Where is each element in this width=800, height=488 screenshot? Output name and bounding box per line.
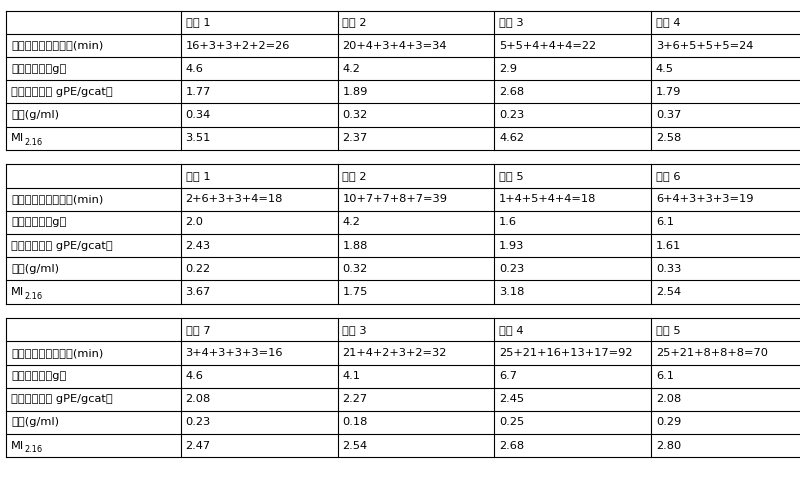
Text: 0.29: 0.29: [656, 418, 682, 427]
Text: 比较 1: 比较 1: [186, 171, 210, 181]
Text: 10+7+7+8+7=39: 10+7+7+8+7=39: [342, 194, 447, 204]
Text: MI: MI: [11, 287, 25, 297]
Text: 20+4+3+4+3=34: 20+4+3+4+3=34: [342, 41, 447, 50]
Text: 2.45: 2.45: [499, 394, 524, 404]
Text: 表观(g/ml): 表观(g/ml): [11, 264, 59, 274]
Text: 1.77: 1.77: [186, 87, 211, 97]
Text: 聚合活性（万 gPE/gcat）: 聚合活性（万 gPE/gcat）: [11, 394, 113, 404]
Text: MI: MI: [11, 441, 25, 450]
Text: 4.6: 4.6: [186, 64, 203, 74]
Text: 2.9: 2.9: [499, 64, 518, 74]
Text: 2.0: 2.0: [186, 218, 204, 227]
Bar: [6, 164, 800, 304]
Text: 聚合活性（万 gPE/gcat）: 聚合活性（万 gPE/gcat）: [11, 87, 113, 97]
Text: 0.32: 0.32: [342, 110, 368, 120]
Text: 0.37: 0.37: [656, 110, 682, 120]
Text: 2.58: 2.58: [656, 133, 682, 143]
Text: 实施 5: 实施 5: [499, 171, 524, 181]
Text: 0.33: 0.33: [656, 264, 682, 274]
Text: 实施 2: 实施 2: [342, 18, 367, 27]
Text: 母液及洗涤过滤时间(min): 母液及洗涤过滤时间(min): [11, 348, 103, 358]
Text: 实施 7: 实施 7: [186, 325, 210, 335]
Text: 聚合活性（万 gPE/gcat）: 聚合活性（万 gPE/gcat）: [11, 241, 113, 250]
Text: 1.61: 1.61: [656, 241, 682, 250]
Text: 2.68: 2.68: [499, 87, 524, 97]
Text: 0.23: 0.23: [499, 264, 525, 274]
Text: 4.62: 4.62: [499, 133, 524, 143]
Text: 4.5: 4.5: [656, 64, 674, 74]
Text: 6.1: 6.1: [656, 371, 674, 381]
Text: 比较 3: 比较 3: [342, 325, 367, 335]
Text: 2.54: 2.54: [656, 287, 681, 297]
Text: 21+4+2+3+2=32: 21+4+2+3+2=32: [342, 348, 446, 358]
Text: 3.18: 3.18: [499, 287, 525, 297]
Text: 2.16: 2.16: [25, 138, 43, 147]
Text: 0.34: 0.34: [186, 110, 211, 120]
Text: 母液及洗涤过滤时间(min): 母液及洗涤过滤时间(min): [11, 41, 103, 50]
Text: 3+6+5+5+5=24: 3+6+5+5+5=24: [656, 41, 754, 50]
Text: 4.2: 4.2: [342, 218, 360, 227]
Text: 2.47: 2.47: [186, 441, 210, 450]
Text: 厅化剂产量（g）: 厅化剂产量（g）: [11, 371, 66, 381]
Text: 2.37: 2.37: [342, 133, 368, 143]
Text: 16+3+3+2+2=26: 16+3+3+2+2=26: [186, 41, 290, 50]
Text: 5+5+4+4+4=22: 5+5+4+4+4=22: [499, 41, 596, 50]
Text: 4.6: 4.6: [186, 371, 203, 381]
Text: 2.80: 2.80: [656, 441, 682, 450]
Text: 实施 1: 实施 1: [186, 18, 210, 27]
Text: 2.16: 2.16: [25, 292, 43, 301]
Text: 2.08: 2.08: [186, 394, 211, 404]
Text: 6.1: 6.1: [656, 218, 674, 227]
Text: 比较 2: 比较 2: [342, 171, 367, 181]
Text: 1+4+5+4+4=18: 1+4+5+4+4=18: [499, 194, 597, 204]
Text: 厅化剂产量（g）: 厅化剂产量（g）: [11, 218, 66, 227]
Text: 0.22: 0.22: [186, 264, 210, 274]
Text: 25+21+16+13+17=92: 25+21+16+13+17=92: [499, 348, 633, 358]
Text: 0.23: 0.23: [499, 110, 525, 120]
Text: 2.27: 2.27: [342, 394, 367, 404]
Bar: [6, 318, 800, 457]
Text: 4.2: 4.2: [342, 64, 360, 74]
Text: MI: MI: [11, 133, 25, 143]
Text: 比较 5: 比较 5: [656, 325, 681, 335]
Text: 实施 4: 实施 4: [656, 18, 681, 27]
Text: 表观(g/ml): 表观(g/ml): [11, 418, 59, 427]
Text: 25+21+8+8+8=70: 25+21+8+8+8=70: [656, 348, 768, 358]
Text: 6.7: 6.7: [499, 371, 518, 381]
Text: 1.93: 1.93: [499, 241, 525, 250]
Text: 0.32: 0.32: [342, 264, 368, 274]
Text: 1.89: 1.89: [342, 87, 368, 97]
Text: 1.88: 1.88: [342, 241, 368, 250]
Text: 0.18: 0.18: [342, 418, 368, 427]
Text: 实施 3: 实施 3: [499, 18, 524, 27]
Text: 实施 6: 实施 6: [656, 171, 681, 181]
Text: 4.1: 4.1: [342, 371, 361, 381]
Text: 3.51: 3.51: [186, 133, 211, 143]
Text: 3+4+3+3+3=16: 3+4+3+3+3=16: [186, 348, 283, 358]
Text: 3.67: 3.67: [186, 287, 211, 297]
Text: 1.6: 1.6: [499, 218, 518, 227]
Text: 2.08: 2.08: [656, 394, 682, 404]
Text: 2+6+3+3+4=18: 2+6+3+3+4=18: [186, 194, 283, 204]
Text: 厅化剂产量（g）: 厅化剂产量（g）: [11, 64, 66, 74]
Text: 1.75: 1.75: [342, 287, 368, 297]
Text: 1.79: 1.79: [656, 87, 682, 97]
Text: 0.23: 0.23: [186, 418, 211, 427]
Text: 0.25: 0.25: [499, 418, 525, 427]
Text: 2.43: 2.43: [186, 241, 210, 250]
Text: 比较 4: 比较 4: [499, 325, 524, 335]
Bar: [6, 11, 800, 150]
Text: 2.16: 2.16: [25, 446, 43, 454]
Text: 2.54: 2.54: [342, 441, 367, 450]
Text: 6+4+3+3+3=19: 6+4+3+3+3=19: [656, 194, 754, 204]
Text: 表观(g/ml): 表观(g/ml): [11, 110, 59, 120]
Text: 2.68: 2.68: [499, 441, 524, 450]
Text: 母液及洗涤过滤时间(min): 母液及洗涤过滤时间(min): [11, 194, 103, 204]
